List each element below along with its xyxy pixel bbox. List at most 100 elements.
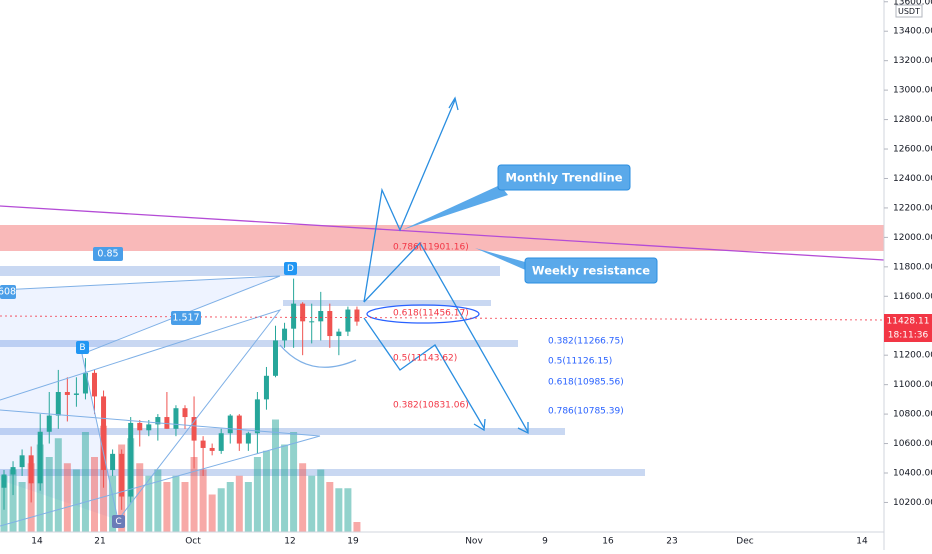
currency-box [895,4,923,18]
zone [0,266,500,276]
y-tick-label: 10600.00 [893,439,932,449]
arrow-up [363,99,456,303]
callout-pointer [475,248,530,272]
candle-body [92,372,97,397]
volume-bar [109,475,117,532]
harmonic-pattern [0,275,282,522]
y-tick-label: 11800.00 [893,262,932,272]
curve [279,344,357,368]
pattern-label: 608 [0,287,16,298]
fib-label: 0.618(11456.17) [393,309,469,319]
pattern-area [0,276,280,520]
volume-bar [262,450,270,532]
candle-body [327,311,333,337]
candles-layer [1,278,360,510]
countdown: 18:11:36 [888,331,929,341]
candle-body [291,303,297,329]
candle-body [146,424,152,431]
candle-body [82,372,88,394]
callout-box [497,164,631,191]
candle-body [273,340,278,376]
volume-bar [199,469,207,532]
x-tick-label: 14 [31,537,43,547]
y-tick-label: 11600.00 [893,292,932,302]
volume-bar [181,482,189,532]
y-tick-label: 13000.00 [893,86,932,96]
volume-bar [136,463,144,532]
currency: USDT [898,7,920,16]
price-line [0,315,885,321]
volume-bar [326,482,334,532]
volume-bar [317,469,325,532]
point-label: B [79,343,85,353]
x-tick-label: 12 [284,537,295,547]
label-box [93,247,123,261]
fib-label: 0.382(11266.75) [548,337,624,347]
callouts [0,164,658,528]
volume-bar [91,457,98,532]
candle-body [10,467,16,475]
highlight-ellipse [366,304,480,324]
candle-body [37,431,43,484]
volume-bar [54,438,62,532]
candle-body [309,321,315,323]
y-tick-label: 11000.00 [893,380,932,390]
candle-body [64,392,70,395]
x-tick-label: 16 [602,537,614,547]
y-tick-label: 13400.00 [893,27,932,37]
volume-bar [226,482,234,532]
fib-label: 0.382(10831.06) [393,401,469,411]
point-box [284,262,297,275]
y-tick-label: 13600.00 [893,0,932,7]
candle-body [254,399,260,434]
volume-bar [172,475,180,532]
drawings [0,96,885,527]
volume-bar [145,475,153,532]
candle-body [200,440,206,448]
candle-body [101,396,107,471]
y-tick-label: 12600.00 [893,145,932,155]
candle-body [28,455,34,484]
candle-body [128,422,134,497]
volume-bar [81,432,89,532]
volume-bar [244,482,252,532]
candle-body [191,417,197,441]
wedge-line [0,435,321,527]
last-price-box [884,314,932,328]
wedge-line [0,409,321,437]
callout-text: Weekly resistance [532,264,650,278]
volume-bar [217,488,225,532]
volume-bar [290,432,298,532]
x-tick-label: 9 [542,537,548,547]
callout-text: Monthly Trendline [506,171,623,185]
volume-bar [190,457,198,532]
arrow-down [363,317,485,429]
volume-bar [335,488,343,532]
fib-label: 0.5(11126.15) [548,357,612,367]
candle-body [218,433,224,451]
arrowhead [448,96,459,111]
candle-body [1,474,7,488]
candle-body [318,311,324,322]
arrow-down [363,241,529,433]
fib-label: 0.786(10785.39) [548,407,624,417]
resistance-zone [0,225,884,251]
candle-body [55,392,61,416]
candle-body [245,433,251,444]
y-tick-label: 13200.00 [893,56,932,66]
trendline [0,205,885,261]
y-tick-label: 11200.00 [893,351,932,361]
volume-bar [208,494,216,532]
point-box [76,341,89,354]
last-price: 11428.11 [887,317,930,327]
candle-body [227,415,233,434]
x-tick-label: 14 [856,537,868,547]
volume-bar [9,469,17,532]
y-tick-label: 10400.00 [893,468,932,478]
candle-body [263,375,269,400]
zone [0,428,565,435]
candle-body [209,447,215,451]
candle-body [19,455,25,468]
point-label: D [287,264,294,274]
y-tick-label: 12000.00 [893,233,932,243]
